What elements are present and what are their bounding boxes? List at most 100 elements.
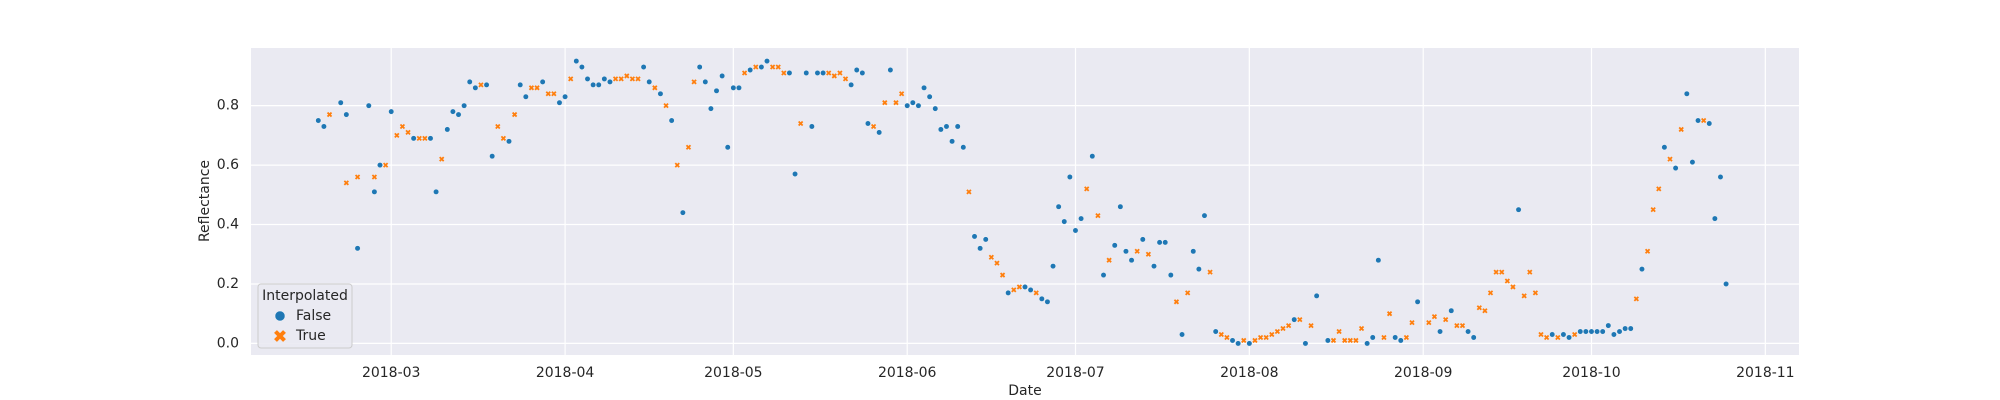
point <box>1190 248 1197 255</box>
x-tick-label: 2018-03 <box>362 365 421 381</box>
point <box>966 189 972 195</box>
point <box>1280 325 1286 332</box>
point <box>1443 316 1449 323</box>
point <box>444 126 451 133</box>
point <box>999 272 1006 278</box>
y-tick-label: 0.2 <box>217 276 239 292</box>
point <box>1448 307 1455 314</box>
point <box>517 81 524 88</box>
point <box>769 64 776 70</box>
point <box>528 85 535 91</box>
point <box>798 120 804 127</box>
point <box>410 135 417 142</box>
point <box>1297 316 1303 323</box>
point <box>741 70 748 76</box>
point <box>1515 206 1522 213</box>
point <box>607 78 613 85</box>
point <box>1229 337 1236 344</box>
point <box>982 236 989 243</box>
point <box>719 73 726 79</box>
point <box>573 58 580 64</box>
point <box>1358 325 1365 332</box>
point <box>691 79 697 85</box>
point <box>1510 284 1516 290</box>
point <box>1487 290 1494 296</box>
point <box>1594 328 1600 335</box>
point <box>1543 334 1550 341</box>
y-axis-label: Reflectance <box>197 160 213 242</box>
point <box>439 156 445 162</box>
legend-label: False <box>296 308 331 324</box>
point <box>652 85 658 91</box>
point <box>1392 334 1399 341</box>
point <box>1173 299 1180 305</box>
point <box>343 180 349 186</box>
point <box>1650 207 1656 213</box>
point <box>618 76 624 82</box>
point <box>904 102 911 109</box>
point <box>1016 284 1023 290</box>
point <box>1667 156 1673 162</box>
point <box>1257 334 1264 341</box>
marks <box>315 58 1729 347</box>
point <box>1167 272 1174 278</box>
point <box>427 135 434 142</box>
point <box>1701 117 1707 124</box>
point <box>1414 298 1421 305</box>
point <box>466 78 473 85</box>
point <box>601 76 608 82</box>
point <box>495 123 501 130</box>
point <box>433 188 439 195</box>
point <box>1611 331 1617 338</box>
point <box>315 117 322 124</box>
point <box>1459 322 1466 329</box>
point <box>926 93 933 100</box>
point <box>472 84 479 91</box>
point <box>1055 203 1062 210</box>
point <box>399 123 406 130</box>
point <box>1285 322 1292 329</box>
point <box>696 64 703 70</box>
point <box>1302 340 1309 347</box>
point <box>792 171 798 177</box>
point <box>1011 287 1017 293</box>
point <box>1369 334 1376 341</box>
point <box>354 174 361 180</box>
point <box>702 78 709 85</box>
point <box>1622 325 1629 332</box>
point <box>388 108 395 115</box>
point <box>1218 331 1224 338</box>
point <box>943 123 950 130</box>
point <box>422 135 428 141</box>
point <box>921 84 927 91</box>
point <box>668 117 675 124</box>
point <box>354 245 361 252</box>
point <box>382 162 389 168</box>
point <box>1572 331 1578 338</box>
point <box>590 81 597 88</box>
point <box>1605 322 1612 329</box>
point <box>730 84 737 91</box>
point <box>1695 117 1701 124</box>
point <box>909 99 916 106</box>
point <box>1134 248 1140 254</box>
point <box>455 111 462 118</box>
point <box>500 135 507 141</box>
point <box>556 99 563 106</box>
point <box>1123 248 1129 255</box>
point <box>663 103 669 109</box>
point <box>994 260 1000 266</box>
point <box>1022 284 1028 290</box>
x-tick-label: 2018-10 <box>1562 365 1621 381</box>
point <box>1111 242 1118 249</box>
point <box>1538 331 1544 338</box>
point <box>595 81 602 88</box>
point <box>736 84 742 91</box>
point <box>1095 212 1101 219</box>
point <box>1156 239 1163 246</box>
plot-area <box>251 48 1799 355</box>
point <box>416 135 422 141</box>
point <box>781 70 787 76</box>
x-tick-label: 2018-08 <box>1220 365 1279 381</box>
point <box>1139 236 1146 243</box>
